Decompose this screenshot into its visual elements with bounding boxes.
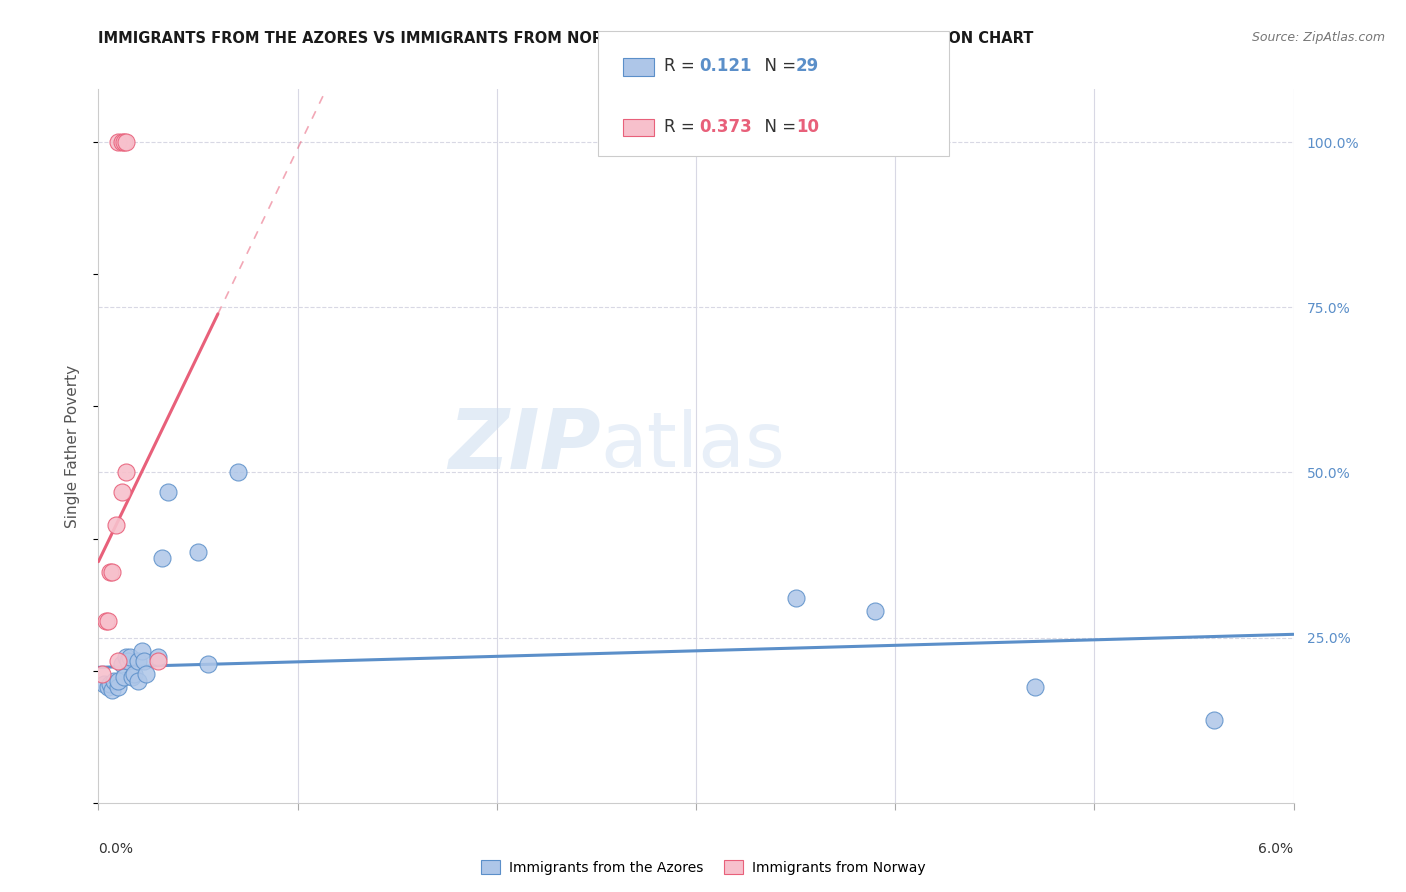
Point (111, 135, 134, 149)
Point (101, 565, 124, 579)
Point (111, 485, 134, 500)
Point (150, 551, 173, 566)
Text: 6.0%: 6.0% (1258, 842, 1294, 856)
Point (131, 644, 153, 658)
Point (96, 614, 118, 628)
Point (127, 673, 149, 688)
Point (107, 673, 129, 688)
Point (91, 667, 114, 681)
Legend: Immigrants from the Azores, Immigrants from Norway: Immigrants from the Azores, Immigrants f… (475, 855, 931, 880)
Text: atlas: atlas (600, 409, 785, 483)
Text: 0.121: 0.121 (699, 57, 751, 75)
Point (135, 667, 157, 681)
Point (865, 604, 887, 618)
Text: 0.373: 0.373 (699, 118, 752, 136)
Point (148, 654, 170, 668)
Point (127, 654, 149, 668)
Text: 29: 29 (796, 57, 820, 75)
Point (117, 654, 139, 668)
Point (98, 565, 122, 579)
Text: R =: R = (664, 57, 704, 75)
Point (148, 650, 170, 665)
Point (115, 135, 138, 149)
Point (115, 466, 138, 480)
Point (121, 670, 143, 684)
Point (1024, 680, 1046, 694)
Point (120, 650, 142, 665)
Point (112, 135, 135, 149)
Point (105, 518, 128, 533)
Point (93, 677, 115, 691)
Point (112, 670, 135, 684)
Text: Source: ZipAtlas.com: Source: ZipAtlas.com (1251, 31, 1385, 45)
Text: ZIP: ZIP (447, 406, 600, 486)
Point (98, 677, 122, 691)
Point (107, 135, 129, 149)
Point (187, 545, 209, 559)
Point (134, 654, 156, 668)
Text: 0.0%: 0.0% (98, 842, 134, 856)
Point (226, 466, 249, 480)
Text: R =: R = (664, 118, 704, 136)
Text: N =: N = (754, 118, 801, 136)
Point (103, 673, 125, 688)
Text: N =: N = (754, 57, 801, 75)
Y-axis label: Single Father Poverty: Single Father Poverty (65, 365, 80, 527)
Point (197, 657, 219, 671)
Point (107, 654, 129, 668)
Point (785, 591, 807, 605)
Point (1202, 713, 1225, 727)
Point (157, 485, 180, 500)
Point (97, 614, 120, 628)
Point (107, 680, 129, 694)
Point (101, 683, 124, 698)
Point (115, 650, 138, 665)
Point (124, 667, 146, 681)
Point (97, 680, 120, 694)
Text: 10: 10 (796, 118, 818, 136)
Point (111, 657, 134, 671)
Text: IMMIGRANTS FROM THE AZORES VS IMMIGRANTS FROM NORWAY SINGLE FATHER POVERTY CORRE: IMMIGRANTS FROM THE AZORES VS IMMIGRANTS… (98, 31, 1033, 46)
